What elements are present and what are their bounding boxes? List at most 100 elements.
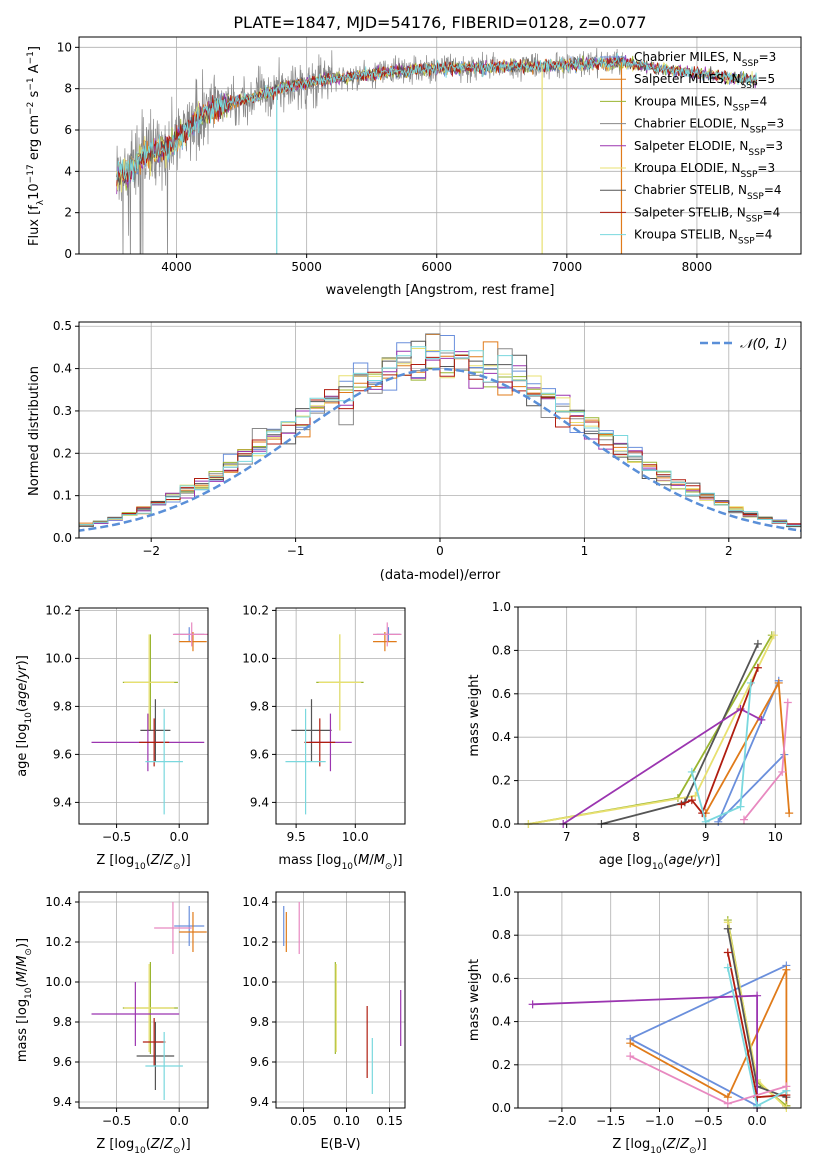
x-tick-label: 6000 [421, 260, 452, 274]
weight-marker [785, 809, 794, 818]
legend-label: Salpeter MILES, NSSP=5 [634, 72, 775, 91]
age_vs_Z-panel: −0.5 0.0 9.4 9.6 9.8 10.0 10.2 Z [log10(Z/Z⊙)] a… [15, 603, 209, 872]
x-axis-label: E(B-V) [320, 1137, 360, 1152]
y-tick-label: 10.0 [242, 975, 269, 989]
y-tick-label: 9.8 [250, 1015, 269, 1029]
y-axis-label: mass weight [467, 674, 482, 756]
y-tick-label: 0 [64, 247, 72, 261]
y-tick-label: 8 [64, 82, 72, 96]
y-tick-label: 0.2 [492, 1058, 511, 1072]
weight-marker [774, 678, 783, 687]
plot-content [285, 622, 402, 815]
y-tick-label: 0.2 [492, 774, 511, 788]
plot-frame [275, 607, 406, 825]
weight-marker [723, 1099, 732, 1108]
x-tick-label: 9 [702, 830, 710, 844]
plot-frame [78, 891, 209, 1109]
spectrum-panel: 4000 5000 6000 7000 8000 0 2 4 6 8 10 Chabrier MILE… [26, 36, 802, 298]
plot-frame [78, 607, 209, 825]
mass_weight_vs_Z-panel: −2.0 −1.5 −1.0 −0.5 0.0 0.0 0.2 0.4 0.6 0.8 1.0 Z [… [467, 885, 802, 1156]
x-tick-label: 8000 [682, 260, 713, 274]
residuals-panel: −2 −1 0 1 2 0.0 0.1 0.2 0.3 0.4 0.5 𝒩(0, 1) (data-mo… [27, 319, 802, 583]
x-tick-label: 0.0 [748, 1114, 767, 1128]
mass_vs_Z-panel: −0.5 0.0 9.4 9.6 9.8 10.0 10.2 10.4 Z [log10(Z/Z… [15, 891, 209, 1156]
y-tick-label: 0.2 [53, 446, 72, 460]
weight-marker [746, 678, 755, 687]
y-tick-label: 9.8 [53, 699, 72, 713]
plot-content [79, 333, 801, 532]
y-tick-label: 0.0 [53, 531, 72, 545]
y-tick-label: 9.6 [250, 747, 269, 761]
y-tick-label: 0.4 [492, 730, 511, 744]
y-tick-label: 4 [64, 164, 72, 178]
legend-label: 𝒩(0, 1) [740, 337, 787, 352]
y-tick-label: 1.0 [492, 885, 511, 899]
y-tick-label: 10.4 [242, 895, 269, 909]
x-tick-label: 10.0 [342, 830, 369, 844]
y-tick-label: 0.0 [492, 817, 511, 831]
y-tick-label: 0.8 [492, 643, 511, 657]
y-axis-label: age [log10(age/yr)] [15, 655, 34, 777]
y-tick-label: 0.4 [492, 1015, 511, 1029]
plot-area [518, 607, 801, 824]
y-tick-label: 10.4 [45, 895, 72, 909]
weight-marker [528, 1000, 537, 1009]
weight-marker [687, 796, 696, 805]
y-tick-label: 9.8 [53, 1015, 72, 1029]
x-tick-label: −1 [287, 544, 305, 558]
y-tick-label: 2 [64, 206, 72, 220]
y-axis-label: mass weight [467, 959, 482, 1041]
weight-marker [783, 698, 792, 707]
x-axis-label: Z [log10(Z/Z⊙)] [96, 853, 190, 872]
y-tick-label: 0.6 [492, 971, 511, 985]
model-spectrum-line [116, 53, 758, 183]
y-tick-label: 0.4 [53, 362, 72, 376]
weight-series-line [681, 667, 759, 815]
plot-frame [78, 36, 802, 255]
x-tick-label: 5000 [291, 260, 322, 274]
x-tick-label: 0.10 [333, 1114, 360, 1128]
y-tick-label: 9.4 [250, 1095, 269, 1109]
plot-content [524, 631, 794, 828]
weight-marker [723, 963, 732, 972]
x-tick-label: 1 [581, 544, 589, 558]
plot-frame [517, 606, 802, 825]
x-axis-label: wavelength [Angstrom, rest frame] [326, 283, 555, 298]
legend-label: Chabrier MILES, NSSP=3 [634, 50, 776, 69]
legend-label: Kroupa MILES, NSSP=4 [634, 94, 767, 113]
x-tick-label: 7000 [552, 260, 583, 274]
weight-marker [736, 802, 745, 811]
plot-frame [78, 321, 802, 539]
plot-frame [275, 891, 406, 1109]
mass_vs_EBV-panel: 0.05 0.10 0.15 9.4 9.6 9.8 10.0 10.2 10.4 E(B-V) [242, 891, 406, 1152]
y-tick-label: 0.8 [492, 928, 511, 942]
y-tick-label: 9.4 [250, 795, 269, 809]
legend-label: Salpeter STELIB, NSSP=4 [634, 205, 780, 224]
x-tick-label: −0.5 [102, 1114, 131, 1128]
y-tick-label: 10.0 [242, 651, 269, 665]
y-tick-label: 10 [57, 40, 72, 54]
weight-marker [687, 767, 696, 776]
plot-content [116, 47, 758, 254]
x-tick-label: 10 [768, 830, 783, 844]
x-axis-label: Z [log10(Z/Z⊙)] [96, 1137, 190, 1156]
y-tick-label: 6 [64, 123, 72, 137]
x-tick-label: −1.5 [596, 1114, 625, 1128]
weight-marker [769, 631, 778, 640]
x-tick-label: 0.0 [170, 1114, 189, 1128]
residual-histogram [79, 346, 801, 529]
weight-marker [782, 1082, 791, 1091]
y-tick-label: 10.2 [45, 935, 72, 949]
x-axis-label: (data-model)/error [380, 568, 501, 583]
weight-marker [753, 991, 762, 1000]
y-tick-label: 10.0 [45, 651, 72, 665]
weight-marker [753, 639, 762, 648]
legend-label: Chabrier STELIB, NSSP=4 [634, 183, 782, 202]
y-tick-label: 9.6 [250, 1055, 269, 1069]
plot-area [79, 608, 208, 824]
weight-marker [677, 800, 686, 809]
x-axis-label: Z [log10(Z/Z⊙)] [612, 1137, 706, 1156]
legend-label: Chabrier ELODIE, NSSP=3 [634, 117, 784, 136]
y-tick-label: 0.6 [492, 687, 511, 701]
